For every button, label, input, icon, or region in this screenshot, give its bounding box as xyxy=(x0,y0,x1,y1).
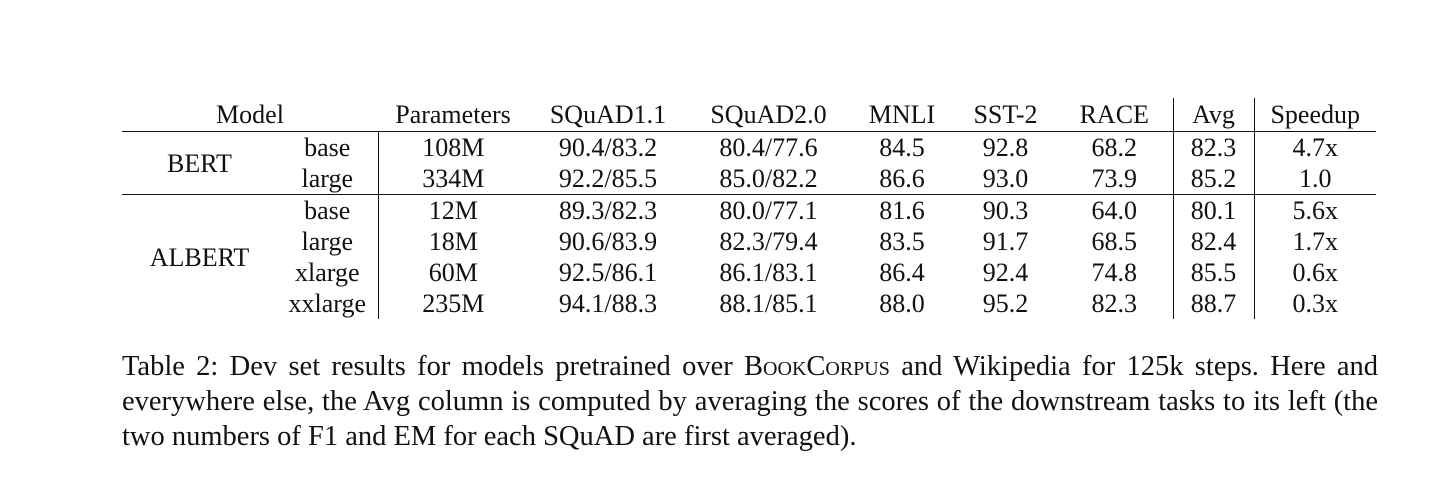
model-size: base xyxy=(277,194,379,226)
cell-sst2-best: 95.2 xyxy=(982,289,1029,318)
cell-race: 68.2 xyxy=(1056,131,1174,163)
caption-corpus-name: BookCorpus xyxy=(744,351,890,382)
header-avg: Avg xyxy=(1173,98,1255,132)
table-row: large 334M 92.2/85.5 85.0/82.2 86.6 93.0… xyxy=(122,163,1376,195)
cell-race: 68.5 xyxy=(1056,226,1174,257)
table-row: BERT base 108M 90.4/83.2 80.4/77.6 84.5 … xyxy=(122,131,1376,195)
caption-text-start: Dev set results for models pretrained ov… xyxy=(229,351,733,382)
cell-squad11-best: 94.1/88.3 xyxy=(558,289,658,318)
cell-avg: 85.5 xyxy=(1173,257,1255,288)
header-model: Model xyxy=(122,98,378,132)
cell-squad11: 90.4/83.2 xyxy=(558,133,658,162)
table-caption: Table 2: Dev set results for models pret… xyxy=(122,349,1378,454)
cell-race-best: 82.3 xyxy=(1056,288,1174,319)
cell-sst2: 91.7 xyxy=(982,227,1029,256)
cell-avg: 85.2 xyxy=(1173,163,1255,195)
caption-text-end: and Wikipedia for 125k steps. Here and e… xyxy=(122,351,1379,452)
cell-squad20: 80.4/77.6 xyxy=(719,133,818,162)
cell-speedup: 0.6x xyxy=(1292,258,1339,287)
cell-squad20: 85.0/82.2 xyxy=(688,163,849,195)
results-table: Model Parameters SQuAD1.1 SQuAD2.0 MNLI … xyxy=(122,98,1376,319)
cell-speedup: 1.0 xyxy=(1254,163,1376,195)
cell-mnli: 83.5 xyxy=(879,227,925,256)
table-body: BERT base 108M 90.4/83.2 80.4/77.6 84.5 … xyxy=(122,131,1376,319)
cell-race: 64.0 xyxy=(1056,194,1174,226)
table-row: large 18M 90.6/83.9 82.3/79.4 83.5 91.7 … xyxy=(122,226,1376,257)
header-race: RACE xyxy=(1056,98,1174,132)
cell-parameters: 235M xyxy=(422,289,485,318)
cell-mnli: 86.4 xyxy=(879,258,925,287)
header-mnli: MNLI xyxy=(849,98,955,132)
cell-mnli: 81.6 xyxy=(879,196,925,225)
cell-mnli: 84.5 xyxy=(879,133,925,162)
cell-avg: 82.4 xyxy=(1173,226,1255,257)
header-squad11: SQuAD1.1 xyxy=(528,98,688,132)
model-size: xlarge xyxy=(277,257,379,288)
cell-avg: 82.3 xyxy=(1173,131,1255,163)
cell-squad11: 89.3/82.3 xyxy=(558,196,658,225)
cell-speedup: 0.3x xyxy=(1292,289,1339,318)
cell-squad20-best: 88.1/85.1 xyxy=(719,289,818,318)
model-size: xxlarge xyxy=(277,288,379,319)
cell-mnli-best: 88.0 xyxy=(879,289,925,318)
table-header: Model Parameters SQuAD1.1 SQuAD2.0 MNLI … xyxy=(122,98,1376,132)
cell-sst2: 90.3 xyxy=(982,196,1029,225)
header-squad20: SQuAD2.0 xyxy=(688,98,849,132)
model-size: base xyxy=(277,131,379,163)
cell-speedup: 4.7x xyxy=(1292,133,1339,162)
cell-squad11: 92.2/85.5 xyxy=(528,163,688,195)
caption-label: Table 2: xyxy=(122,351,219,382)
cell-sst2: 93.0 xyxy=(955,163,1056,195)
cell-parameters: 12M xyxy=(428,196,478,225)
model-name-albert: ALBERT xyxy=(149,242,250,272)
table-row: xlarge 60M 92.5/86.1 86.1/83.1 86.4 92.4… xyxy=(122,257,1376,288)
cell-speedup: 5.6x xyxy=(1292,196,1339,225)
cell-race: 73.9 xyxy=(1056,163,1174,195)
cell-sst2: 92.4 xyxy=(982,258,1029,287)
cell-avg-best: 88.7 xyxy=(1173,288,1255,319)
cell-avg: 80.1 xyxy=(1173,194,1255,226)
header-row: Model Parameters SQuAD1.1 SQuAD2.0 MNLI … xyxy=(122,98,1376,132)
header-sst2: SST-2 xyxy=(955,98,1056,132)
model-size: large xyxy=(277,163,379,195)
cell-parameters: 60M xyxy=(428,258,478,287)
cell-mnli: 86.6 xyxy=(849,163,955,195)
header-speedup: Speedup xyxy=(1254,98,1376,132)
table-row: xxlarge 235M 94.1/88.3 88.1/85.1 88.0 95… xyxy=(122,288,1376,319)
cell-parameters: 334M xyxy=(378,163,528,195)
cell-squad11: 90.6/83.9 xyxy=(558,227,658,256)
cell-speedup: 1.7x xyxy=(1292,227,1339,256)
cell-squad20: 86.1/83.1 xyxy=(719,258,818,287)
model-name-bert: BERT xyxy=(122,131,277,195)
cell-parameters: 108M xyxy=(422,133,485,162)
paper-excerpt: Model Parameters SQuAD1.1 SQuAD2.0 MNLI … xyxy=(122,98,1378,483)
cell-sst2: 92.8 xyxy=(982,133,1029,162)
header-parameters: Parameters xyxy=(378,98,528,132)
table-row: ALBERT base 12M 89.3/82.3 80.0/77.1 81.6… xyxy=(122,194,1376,272)
cell-squad11: 92.5/86.1 xyxy=(558,258,658,287)
model-size: large xyxy=(277,226,379,257)
cell-squad20: 80.0/77.1 xyxy=(719,196,818,225)
cell-squad20: 82.3/79.4 xyxy=(719,227,818,256)
cell-race: 74.8 xyxy=(1056,257,1174,288)
cell-parameters: 18M xyxy=(428,227,478,256)
